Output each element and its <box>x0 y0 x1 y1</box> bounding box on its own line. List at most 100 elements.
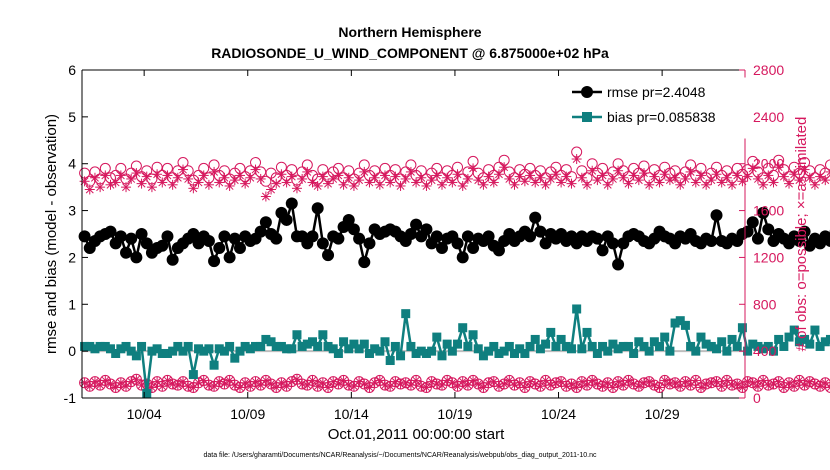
obs_assimilated-marker <box>462 173 473 184</box>
y-right-tick-label: 400 <box>753 343 777 359</box>
obs_assimilated-marker <box>488 177 499 188</box>
rmse-point <box>467 242 480 255</box>
obs_assimilated-marker <box>654 177 665 188</box>
rmse-point <box>125 232 138 245</box>
obs_assimilated-marker <box>209 166 220 177</box>
bias-point <box>142 388 152 398</box>
bias_obs_assimilated-marker <box>276 377 287 388</box>
bias-point <box>794 337 804 347</box>
obs_assimilated-marker <box>89 172 100 183</box>
bias_obs_assimilated-marker <box>582 380 593 391</box>
rmse-point <box>218 230 231 243</box>
bias-point <box>173 341 183 351</box>
bias-point <box>737 323 747 333</box>
obs_assimilated-marker <box>493 169 504 180</box>
obs_assimilated-marker <box>431 170 442 181</box>
obs_assimilated-marker <box>457 180 468 191</box>
bias-point <box>686 341 696 351</box>
bias-point <box>111 348 121 358</box>
obs_assimilated-marker <box>685 166 696 177</box>
obs_assimilated-marker <box>255 173 266 184</box>
obs_assimilated-marker <box>374 179 385 190</box>
plot-area <box>78 146 830 398</box>
bias-point <box>261 334 271 344</box>
rmse-point <box>358 256 371 269</box>
obs_assimilated-marker <box>623 178 634 189</box>
rmse-point <box>120 246 133 259</box>
bias-point <box>722 346 732 356</box>
obs_assimilated-marker <box>571 154 582 165</box>
bias_obs_assimilated-marker <box>695 382 706 393</box>
bias_obs_assimilated-marker <box>732 378 743 389</box>
rmse-point <box>104 225 117 238</box>
rmse-point <box>410 218 423 231</box>
bias_obs_assimilated-marker <box>799 380 810 391</box>
bias_obs_assimilated-marker <box>457 376 468 387</box>
bias_obs_assimilated-marker <box>644 376 655 387</box>
obs_assimilated-marker <box>115 170 126 181</box>
bias-point <box>535 344 545 354</box>
rmse-point <box>751 232 764 245</box>
bias-point <box>530 334 540 344</box>
bias-point <box>675 316 685 326</box>
bias-point <box>411 348 421 358</box>
y-left-tick-label: 6 <box>68 62 76 78</box>
bias_obs_assimilated-marker <box>312 381 323 392</box>
bias_obs_assimilated-marker <box>623 375 634 386</box>
rmse-point <box>482 230 495 243</box>
rmse-point <box>461 230 474 243</box>
obs_assimilated-marker <box>131 168 142 179</box>
bias-point <box>116 344 126 354</box>
bias-point <box>328 344 338 354</box>
bias-point <box>644 346 654 356</box>
data-file-caption: data file: /Users/gharamti/Documents/NCA… <box>203 452 597 459</box>
bias-point <box>499 346 509 356</box>
obs_assimilated-marker <box>317 171 328 182</box>
rmse-point <box>228 232 241 245</box>
rmse-point <box>746 216 759 229</box>
bias-point <box>587 341 597 351</box>
y-right-tick-label: 2000 <box>753 156 784 172</box>
bias-point <box>307 337 317 347</box>
bias-point <box>333 348 343 358</box>
obs_assimilated-marker <box>773 162 784 173</box>
bias-point <box>162 348 172 358</box>
bias-point <box>779 341 789 351</box>
axes: -1 0 1 2 3 4 5 6 0 400 800 1200 1600 2000 2400 2800 10/0… <box>64 62 785 422</box>
bias-point <box>380 337 390 347</box>
rmse-point <box>156 239 169 252</box>
bias-point <box>670 318 680 328</box>
obs_assimilated-marker <box>690 177 701 188</box>
bias_obs_assimilated-marker <box>203 380 214 391</box>
bias-point <box>256 341 266 351</box>
obs_assimilated-marker <box>162 170 173 181</box>
obs_assimilated-marker <box>436 179 447 190</box>
bias_obs_assimilated-marker <box>297 378 308 389</box>
obs_assimilated-marker <box>587 165 598 176</box>
bias-point <box>608 339 618 349</box>
obs_assimilated-marker <box>400 173 411 184</box>
bias-point <box>598 341 608 351</box>
bias-point <box>90 344 100 354</box>
bias_obs_assimilated-marker <box>266 378 277 389</box>
bias-point <box>323 341 333 351</box>
rmse-point <box>316 237 329 250</box>
bias_obs_assimilated-marker <box>784 377 795 388</box>
obs_assimilated-marker <box>452 169 463 180</box>
rmse-point <box>161 230 174 243</box>
obs_assimilated-marker <box>784 178 795 189</box>
bias-point <box>137 341 147 351</box>
obs_assimilated-marker <box>245 172 256 183</box>
bias-point <box>649 337 659 347</box>
bias-point <box>339 337 349 347</box>
y-left-tick-label: 2 <box>68 249 76 265</box>
obs_assimilated-marker <box>121 182 132 193</box>
rmse-point <box>114 230 127 243</box>
rmse-point <box>793 235 806 248</box>
bias-point <box>199 346 209 356</box>
bias-point <box>525 341 535 351</box>
bias-point <box>266 337 276 347</box>
rmse-point <box>270 232 283 245</box>
y-axis-left-label: rmse and bias (model - observation) <box>43 114 60 354</box>
bias-point <box>240 341 250 351</box>
